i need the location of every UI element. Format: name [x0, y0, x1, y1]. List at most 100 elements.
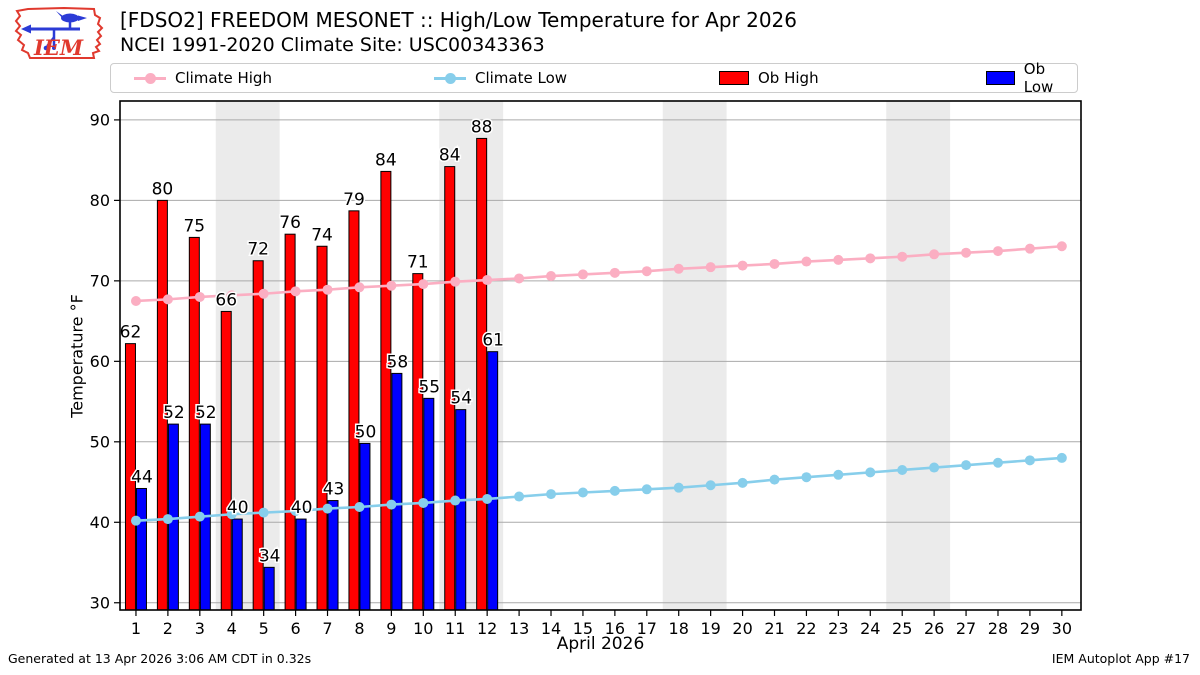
legend-label: Ob High [758, 69, 819, 87]
x-tick-label: 19 [700, 619, 720, 638]
ob-low-bar [455, 409, 467, 611]
climate-marker [801, 472, 812, 483]
x-axis-label: April 2026 [556, 634, 645, 654]
weekend-band [662, 101, 727, 610]
iem-logo: IEM [14, 6, 104, 60]
climate-marker [162, 514, 173, 525]
climate-marker [577, 487, 588, 498]
ob-high-value-label: 71 [407, 253, 429, 273]
climate-marker [482, 493, 493, 504]
x-tick-label: 15 [573, 619, 593, 638]
x-tick-label: 27 [956, 619, 976, 638]
climate-line [135, 456, 1062, 522]
legend-item-ob-high: Ob High [719, 64, 819, 92]
ob-low-value-label: 40 [227, 498, 249, 518]
x-tick-label: 20 [732, 619, 752, 638]
page-subtitle: NCEI 1991-2020 Climate Site: USC00343363 [120, 34, 545, 56]
ob-high-value-label: 72 [247, 240, 269, 260]
ob-low-value-label: 44 [131, 467, 153, 487]
climate-marker [482, 275, 493, 286]
legend-label: Climate High [175, 69, 272, 87]
x-tick-label: 11 [445, 619, 465, 638]
ob-low-value-label: 55 [418, 377, 440, 397]
x-tick-label: 23 [828, 619, 848, 638]
x-tick-label: 14 [541, 619, 561, 638]
x-tick-label: 4 [227, 619, 237, 638]
climate-marker [769, 258, 780, 269]
climate-marker [354, 282, 365, 293]
x-tick-label: 12 [477, 619, 497, 638]
x-tick-label: 1 [131, 619, 141, 638]
ob-high-value-label: 76 [279, 213, 301, 233]
ob-high-value-label: 84 [375, 150, 397, 170]
ob-high-bar [348, 210, 360, 611]
climate-marker [290, 506, 301, 517]
y-tick-label: 50 [90, 432, 110, 451]
iem-logo-text: IEM [33, 35, 84, 60]
climate-marker [865, 253, 876, 264]
climate-marker [897, 464, 908, 475]
weathervane-icon [21, 11, 87, 51]
climate-marker [1024, 455, 1035, 466]
climate-marker [705, 480, 716, 491]
generated-timestamp: Generated at 13 Apr 2026 3:06 AM CDT in … [8, 651, 312, 666]
climate-marker [450, 495, 461, 506]
y-tick-label: 30 [90, 593, 110, 612]
climate-marker [226, 290, 237, 301]
ob-low-value-label: 54 [450, 389, 472, 409]
x-tick-label: 24 [860, 619, 880, 638]
ob-low-value-label: 58 [387, 352, 409, 372]
climate-marker [737, 260, 748, 271]
x-tick-label: 17 [637, 619, 657, 638]
ob-high-value-label: 62 [120, 323, 142, 343]
climate-marker [130, 295, 141, 306]
climate-marker [514, 273, 525, 284]
ob-high-value-label: 74 [311, 225, 333, 245]
climate-marker [162, 294, 173, 305]
legend: Climate High Climate Low Ob High Ob Low [110, 60, 1078, 96]
y-axis-label: Temperature °F [67, 294, 87, 418]
climate-line [135, 244, 1062, 303]
ob-high-value-label: 66 [215, 290, 237, 310]
ob-low-bar [135, 487, 147, 611]
legend-item-ob-low: Ob Low [986, 60, 1077, 96]
legend-item-climate-low: Climate Low [434, 64, 567, 92]
climate-high-line-icon [134, 72, 166, 84]
climate-marker [992, 246, 1003, 257]
climate-marker [258, 507, 269, 518]
ob-low-bar [295, 518, 307, 611]
climate-marker [641, 266, 652, 277]
x-tick-label: 26 [924, 619, 944, 638]
climate-marker [609, 485, 620, 496]
ob-high-bar [412, 273, 424, 611]
y-tick-label: 40 [90, 513, 110, 532]
x-tick-label: 10 [413, 619, 433, 638]
ob-high-value-label: 84 [439, 146, 461, 166]
y-tick-label: 80 [90, 191, 110, 210]
climate-marker [737, 477, 748, 488]
climate-marker [546, 271, 557, 282]
ob-low-bar [327, 500, 339, 611]
ob-low-bar [231, 518, 243, 611]
ob-low-value-label: 52 [195, 403, 217, 423]
y-tick-label: 60 [90, 352, 110, 371]
y-tick-label: 70 [90, 271, 110, 290]
climate-marker [290, 286, 301, 297]
x-tick-label: 16 [605, 619, 625, 638]
climate-marker [546, 489, 557, 500]
x-tick-label: 2 [163, 619, 173, 638]
climate-marker [705, 262, 716, 273]
x-tick-label: 6 [291, 619, 301, 638]
climate-marker [673, 263, 684, 274]
x-tick-label: 18 [669, 619, 689, 638]
ob-high-value-label: 80 [152, 179, 174, 199]
plot-border [119, 100, 1082, 611]
climate-marker [577, 269, 588, 280]
climate-marker [673, 482, 684, 493]
climate-marker [1056, 241, 1067, 252]
climate-marker [194, 511, 205, 522]
climate-marker [258, 288, 269, 299]
x-tick-label: 13 [509, 619, 529, 638]
